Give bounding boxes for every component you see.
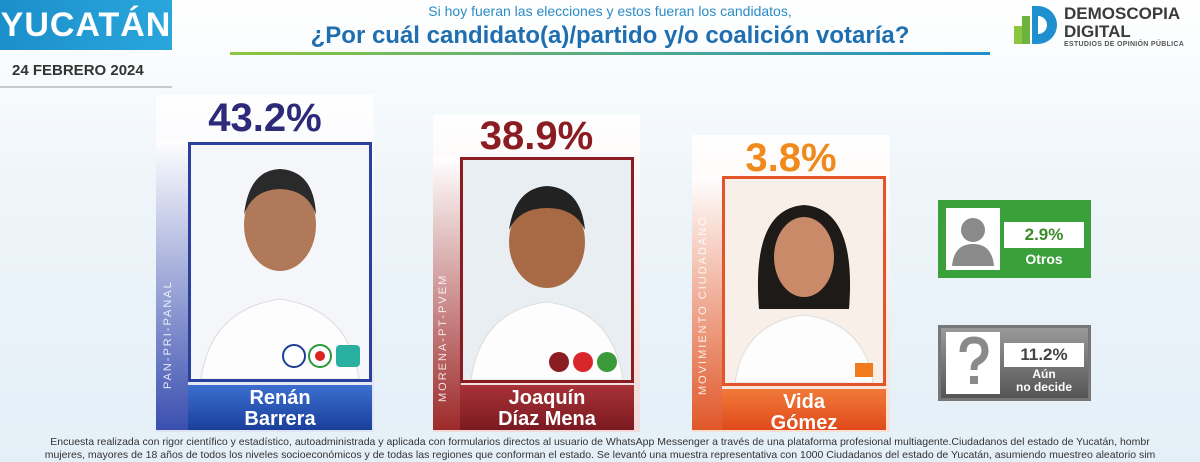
label: Aún no decide — [1004, 368, 1084, 394]
candidate-name: Joaquín Díaz Mena — [460, 385, 634, 430]
coalition: PAN-PRI-PANAL — [162, 280, 174, 390]
subtitle: Si hoy fueran las elecciones y estos fue… — [428, 3, 792, 19]
logo-tagline: ESTUDIOS DE OPINIÓN PÚBLICA — [1064, 41, 1185, 48]
portrait — [463, 160, 631, 380]
name-line: Joaquín — [508, 387, 586, 409]
portrait — [725, 179, 883, 383]
coalition-strip — [156, 140, 188, 430]
name-line: Vida — [783, 391, 825, 413]
percent: 38.9% — [479, 114, 594, 158]
state-banner: YUCATÁN — [0, 0, 172, 50]
coalition-strip — [433, 157, 461, 430]
percent: 2.9% — [1004, 222, 1084, 248]
name-line: Renán — [249, 387, 311, 409]
candidate-photo — [722, 176, 886, 386]
logo-icon — [1014, 6, 1057, 44]
question-icon — [946, 332, 1000, 394]
footnote: Encuesta realizada con rigor científico … — [50, 436, 1150, 448]
candidate-photo — [460, 157, 634, 383]
candidate-photo — [188, 142, 372, 382]
label-line: no decide — [1015, 380, 1072, 394]
candidate-name: Renán Barrera — [188, 385, 372, 430]
divider — [230, 52, 990, 55]
coalition: MOVIMIENTO CIUDADANO — [697, 215, 709, 395]
divider — [0, 86, 172, 88]
logo-text: DEMOSCOPIA — [1064, 4, 1181, 23]
label-line: Otros — [1025, 251, 1063, 267]
portrait — [191, 145, 369, 379]
percent: 3.8% — [745, 136, 837, 180]
name-line: Barrera — [244, 408, 316, 430]
label: Otros — [1004, 252, 1084, 267]
candidate-name: Vida Gómez — [722, 389, 886, 434]
coalition: MORENA-PT-PVEM — [437, 273, 449, 402]
coalition-strip — [692, 176, 722, 430]
percent: 43.2% — [208, 96, 322, 140]
logo-text: DIGITAL — [1064, 22, 1131, 41]
name-line: Díaz Mena — [498, 408, 596, 430]
date: 24 FEBRERO 2024 — [12, 62, 144, 79]
person-icon — [946, 208, 1000, 270]
title: ¿Por cuál candidato(a)/partido y/o coali… — [310, 22, 910, 49]
percent: 11.2% — [1004, 343, 1084, 367]
name-line: Gómez — [770, 412, 838, 434]
footnote: mujeres, mayores de 18 años de todos los… — [44, 449, 1156, 461]
label-line: Aún — [1032, 367, 1056, 381]
